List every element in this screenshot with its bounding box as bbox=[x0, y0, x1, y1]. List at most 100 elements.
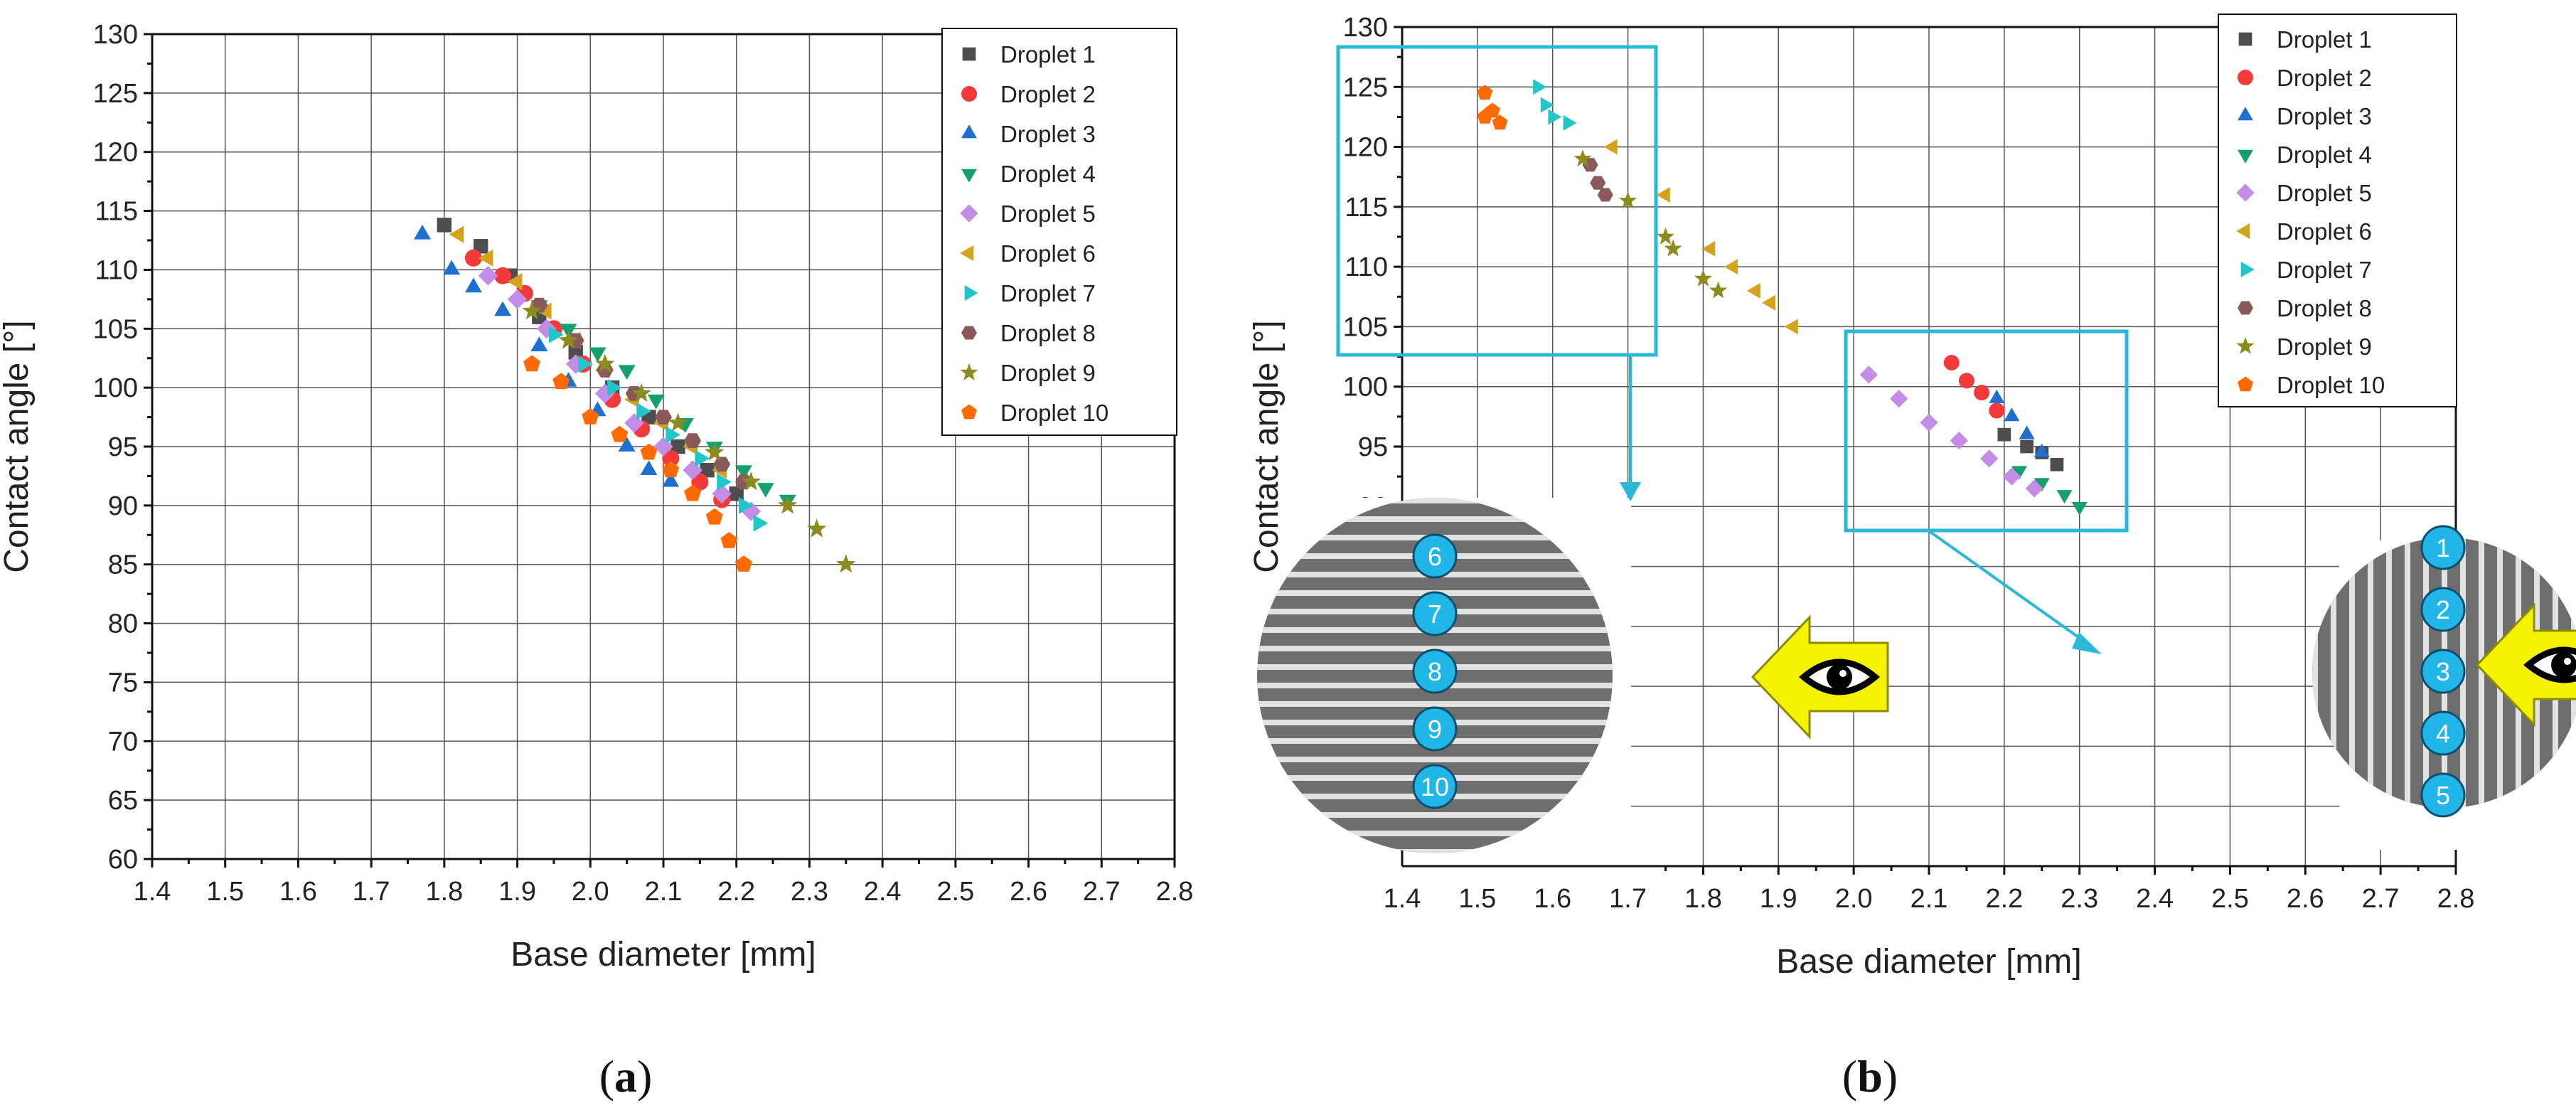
x-tick-label: 2.7 bbox=[2362, 884, 2400, 914]
droplet-badge-label: 9 bbox=[1428, 715, 1442, 744]
data-point bbox=[777, 495, 798, 514]
data-point bbox=[695, 449, 710, 467]
droplet-badge-label: 4 bbox=[2436, 719, 2450, 748]
legend-label: Droplet 8 bbox=[1000, 320, 1096, 346]
legend-label: Droplet 7 bbox=[1000, 280, 1096, 306]
x-tick-label: 2.2 bbox=[1985, 884, 2023, 914]
data-point bbox=[465, 277, 482, 293]
x-tick-label: 1.5 bbox=[1458, 884, 1496, 914]
x-tick-label: 2.5 bbox=[936, 877, 974, 907]
legend-marker bbox=[961, 404, 977, 420]
data-point bbox=[1664, 239, 1682, 257]
stripe bbox=[2405, 538, 2410, 808]
data-point bbox=[684, 484, 702, 501]
stripe bbox=[1257, 498, 1613, 503]
droplet-badge bbox=[1412, 764, 1458, 809]
eye-glint-icon bbox=[1839, 670, 1847, 677]
series-droplet-7 bbox=[549, 326, 769, 532]
x-tick-label: 1.7 bbox=[353, 877, 390, 907]
data-point bbox=[1533, 79, 1547, 95]
data-point bbox=[1989, 389, 2005, 403]
y-tick-label: 90 bbox=[108, 491, 138, 521]
data-point bbox=[478, 249, 493, 267]
inset-badges-right: 1 2 3 4 5 bbox=[2420, 525, 2466, 818]
data-point bbox=[558, 330, 579, 349]
stripe bbox=[1257, 849, 1613, 853]
y-tick-label: 120 bbox=[1343, 133, 1388, 163]
y-tick-label: 80 bbox=[108, 609, 138, 639]
legend-label: Droplet 10 bbox=[1000, 400, 1108, 426]
droplet-badge bbox=[2420, 587, 2466, 632]
data-point bbox=[568, 345, 583, 360]
chart-b-svg: 1.4 1.5 1.6 1.7 1.8 1.9 2.0 2.1 2.2 2.3 2.4 2.5 2.6 2… bbox=[1248, 13, 2576, 1102]
y-tick-label: 130 bbox=[93, 20, 138, 50]
data-point bbox=[1974, 385, 1990, 401]
eye-right bbox=[2475, 602, 2576, 727]
stripe bbox=[1257, 701, 1613, 707]
data-point bbox=[611, 425, 629, 442]
x-tick-label: 2.7 bbox=[1083, 877, 1121, 907]
legend-label: Droplet 10 bbox=[2277, 372, 2385, 398]
legend-label: Droplet 6 bbox=[2277, 218, 2372, 245]
legend-marker bbox=[2240, 262, 2255, 277]
legend-marker bbox=[960, 363, 978, 380]
data-point bbox=[713, 457, 731, 472]
data-point bbox=[1701, 240, 1716, 257]
data-point bbox=[1859, 366, 1878, 384]
legend-marker bbox=[960, 245, 974, 261]
data-point bbox=[1950, 431, 1968, 450]
x-tick-label: 1.6 bbox=[1534, 884, 1571, 914]
data-point bbox=[1958, 373, 1974, 389]
x-tick-label: 1.9 bbox=[1760, 884, 1797, 914]
data-point bbox=[618, 437, 636, 452]
data-point bbox=[1619, 191, 1637, 209]
data-point bbox=[1492, 114, 1508, 130]
inset-badges-left: 6 7 8 9 10 bbox=[1412, 533, 1458, 809]
data-point bbox=[578, 356, 593, 373]
data-point bbox=[655, 410, 672, 425]
data-point bbox=[1597, 188, 1613, 202]
data-point bbox=[1477, 85, 1493, 100]
data-point bbox=[1920, 413, 1938, 432]
data-point bbox=[618, 365, 636, 380]
droplet-badge-label: 3 bbox=[2436, 657, 2450, 686]
data-point bbox=[443, 260, 461, 275]
chart-panel-b: 1.4 1.5 1.6 1.7 1.8 1.9 2.0 2.1 2.2 2.3 2.4 2.5 2.6 2… bbox=[1248, 0, 2576, 1116]
data-point bbox=[474, 239, 488, 254]
x-tick-label: 1.6 bbox=[279, 877, 317, 907]
data-point bbox=[1477, 108, 1493, 124]
legend-marker bbox=[2238, 149, 2253, 164]
data-point bbox=[478, 265, 498, 286]
y-tick-label: 130 bbox=[1343, 13, 1388, 43]
y-tick-label: 70 bbox=[108, 727, 138, 757]
data-point bbox=[1989, 402, 2005, 419]
data-point bbox=[670, 439, 685, 454]
data-point bbox=[437, 218, 452, 233]
legend-label: Droplet 1 bbox=[1000, 41, 1096, 68]
data-point bbox=[1563, 114, 1577, 131]
legend-label: Droplet 2 bbox=[1000, 81, 1096, 107]
y-tick-label: 105 bbox=[1343, 312, 1388, 342]
data-point bbox=[507, 289, 528, 309]
stripe bbox=[2312, 538, 2318, 808]
y-tick-label: 110 bbox=[1345, 252, 1388, 282]
data-point bbox=[2020, 439, 2033, 454]
x-tick-label: 2.8 bbox=[2437, 884, 2475, 914]
eye-pupil-icon bbox=[2551, 652, 2576, 678]
legend-marker bbox=[961, 124, 977, 139]
data-point bbox=[691, 473, 709, 491]
data-point bbox=[739, 496, 754, 514]
data-point bbox=[464, 249, 482, 267]
stripe bbox=[2349, 538, 2355, 808]
y-axis-label: Contact angle [°] bbox=[0, 320, 36, 572]
x-tick-label: 1.5 bbox=[206, 877, 244, 907]
y-tick-label: 125 bbox=[93, 79, 138, 109]
legend-label: Droplet 6 bbox=[1000, 240, 1096, 267]
y-tick-label: 60 bbox=[108, 845, 138, 875]
data-point bbox=[530, 336, 548, 351]
data-point bbox=[522, 301, 542, 320]
x-tick-label: 2.0 bbox=[572, 877, 609, 907]
data-point bbox=[720, 532, 738, 548]
y-tick-label: 110 bbox=[95, 255, 138, 285]
series-droplet-3 bbox=[414, 224, 680, 487]
